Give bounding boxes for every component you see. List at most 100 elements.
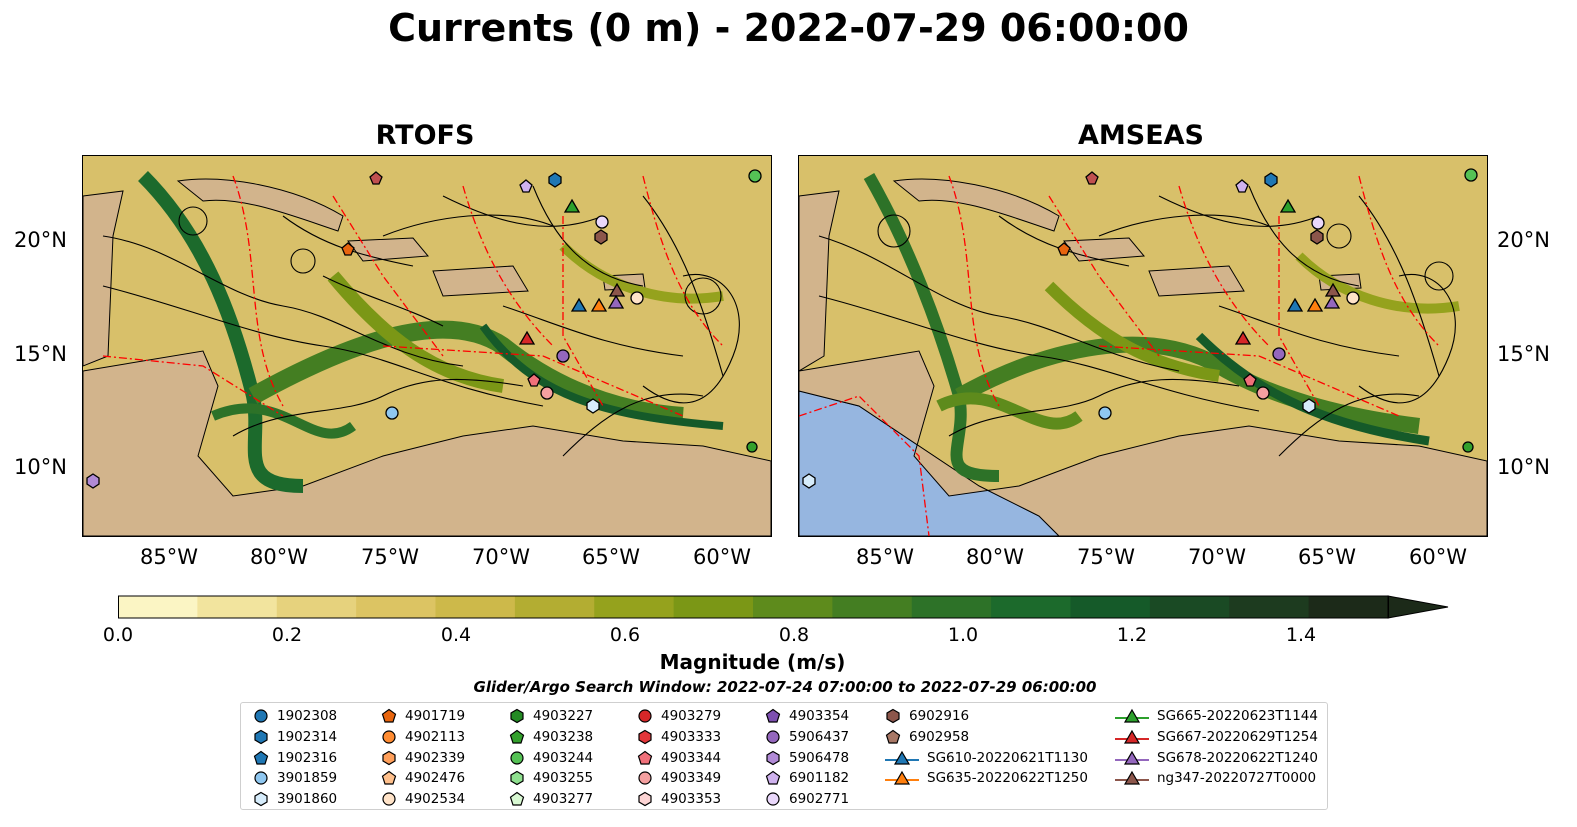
- legend-item-label: 4903277: [533, 791, 594, 808]
- legend-item-label: 4902113: [405, 729, 466, 746]
- panel-title-amseas: AMSEAS: [1078, 120, 1204, 151]
- lon-tick-label: 80°W: [250, 545, 308, 569]
- colorbar-segment: [356, 596, 437, 618]
- pentagon-marker-icon: [509, 729, 533, 745]
- map-panel-amseas: [798, 155, 1488, 537]
- colorbar-tick-label: 0.8: [778, 624, 810, 646]
- legend-column: 4903279 4903333 4903344 4903349 4903353: [637, 706, 721, 809]
- colorbar-segment: [832, 596, 913, 618]
- legend-item: 4902339: [381, 747, 465, 768]
- legend-item: 4902476: [381, 768, 465, 789]
- circle-marker-icon: [765, 729, 789, 745]
- legend-item: SG665-20220623T1144: [1115, 706, 1318, 727]
- legend-item: SG635-20220622T1250: [885, 768, 1088, 789]
- lat-tick-label: 20°N: [1497, 228, 1550, 252]
- lon-tick-label: 70°W: [472, 545, 530, 569]
- legend-item: 1902308: [253, 706, 337, 727]
- lat-tick-label: 10°N: [14, 455, 67, 479]
- legend-item-label: 1902316: [277, 749, 338, 766]
- lon-tick-label: 75°W: [1077, 545, 1135, 569]
- legend-item: 4903244: [509, 747, 593, 768]
- figure-title: Currents (0 m) - 2022-07-29 06:00:00: [388, 6, 1189, 50]
- legend-item-label: 4903349: [661, 770, 722, 787]
- legend-item-label: SG667-20220629T1254: [1157, 729, 1318, 746]
- legend-item: 4902534: [381, 789, 465, 810]
- lon-tick-label: 65°W: [582, 545, 640, 569]
- colorbar-tick-label: 1.4: [1285, 624, 1317, 646]
- legend-item: 4902113: [381, 727, 465, 748]
- triangle-marker-icon: [1115, 729, 1157, 745]
- colorbar-segment: [1070, 596, 1151, 618]
- hexagon-marker-icon: [885, 708, 909, 724]
- current-magnitude-map-rtofs: [83, 156, 771, 536]
- legend-item-label: 6902916: [909, 708, 970, 725]
- colorbar-segment: [1308, 596, 1389, 618]
- lon-tick-label: 65°W: [1298, 545, 1356, 569]
- legend-item-label: 4903344: [661, 749, 722, 766]
- legend-column: 1902308 1902314 1902316 3901859 3901860: [253, 706, 337, 809]
- legend-item: 4903344: [637, 747, 721, 768]
- lon-tick-label: 85°W: [856, 545, 914, 569]
- legend-item-label: 4903227: [533, 708, 594, 725]
- legend-item-label: SG665-20220623T1144: [1157, 708, 1318, 725]
- colorbar-segment: [1149, 596, 1230, 618]
- colorbar-tick-label: 1.2: [1116, 624, 1148, 646]
- triangle-marker-icon: [1115, 708, 1157, 724]
- legend-item: 5906437: [765, 727, 849, 748]
- legend-column: 4903227 4903238 4903244 4903255 4903277: [509, 706, 593, 809]
- legend-item-label: 1902314: [277, 729, 338, 746]
- triangle-marker-icon: [885, 770, 927, 786]
- legend-column: 4903354 5906437 5906478 6901182 6902771: [765, 706, 849, 809]
- legend-item-label: 4903333: [661, 729, 722, 746]
- legend-item-label: 4901719: [405, 708, 466, 725]
- circle-marker-icon: [637, 770, 661, 786]
- colorbar-segment: [594, 596, 675, 618]
- pentagon-marker-icon: [253, 750, 277, 766]
- colorbar-segment: [514, 596, 595, 618]
- colorbar-segment: [197, 596, 278, 618]
- colorbar-segment: [435, 596, 516, 618]
- legend-item: 4903238: [509, 727, 593, 748]
- legend-item-label: 1902308: [277, 708, 338, 725]
- legend-item-label: 6902958: [909, 729, 970, 746]
- triangle-marker-icon: [1115, 770, 1157, 786]
- legend-item-label: SG678-20220622T1240: [1157, 749, 1318, 766]
- legend-item: ng347-20220727T0000: [1115, 768, 1318, 789]
- hexagon-marker-icon: [509, 770, 533, 786]
- pentagon-marker-icon: [765, 708, 789, 724]
- legend-item-label: 5906437: [789, 729, 850, 746]
- colorbar-frame: [118, 595, 1389, 619]
- colorbar-segment: [991, 596, 1072, 618]
- lat-tick-label: 15°N: [14, 342, 67, 366]
- map-panel-rtofs: [82, 155, 772, 537]
- legend-item: 4903349: [637, 768, 721, 789]
- legend-item: 3901860: [253, 789, 337, 810]
- circle-marker-icon: [765, 791, 789, 807]
- legend-item: SG667-20220629T1254: [1115, 727, 1318, 748]
- hexagon-marker-icon: [381, 750, 405, 766]
- colorbar-tick-label: 0.6: [609, 624, 641, 646]
- legend-item: 3901859: [253, 768, 337, 789]
- legend-item: 4903227: [509, 706, 593, 727]
- legend-item: 6902916: [885, 706, 1088, 727]
- circle-marker-icon: [381, 791, 405, 807]
- legend-item-label: 4903238: [533, 729, 594, 746]
- circle-marker-icon: [381, 729, 405, 745]
- hexagon-marker-icon: [509, 708, 533, 724]
- panel-title-rtofs: RTOFS: [375, 120, 475, 151]
- colorbar-tick-label: 0.0: [102, 624, 134, 646]
- legend-item-label: 5906478: [789, 749, 850, 766]
- legend-item: 4903354: [765, 706, 849, 727]
- hexagon-marker-icon: [637, 791, 661, 807]
- lon-tick-label: 85°W: [140, 545, 198, 569]
- legend-item-label: 3901860: [277, 791, 338, 808]
- legend-column: 4901719 4902113 4902339 4902476 4902534: [381, 706, 465, 809]
- colorbar-segment: [673, 596, 754, 618]
- triangle-marker-icon: [885, 750, 927, 766]
- colorbar-title: Magnitude (m/s): [659, 650, 846, 674]
- legend-item: 4903353: [637, 789, 721, 810]
- legend: 1902308 1902314 1902316 3901859 3901860 4901…: [240, 702, 1328, 810]
- colorbar: [118, 595, 1453, 625]
- hexagon-marker-icon: [253, 791, 277, 807]
- legend-column: SG665-20220623T1144 SG667-20220629T1254 SG…: [1115, 706, 1318, 789]
